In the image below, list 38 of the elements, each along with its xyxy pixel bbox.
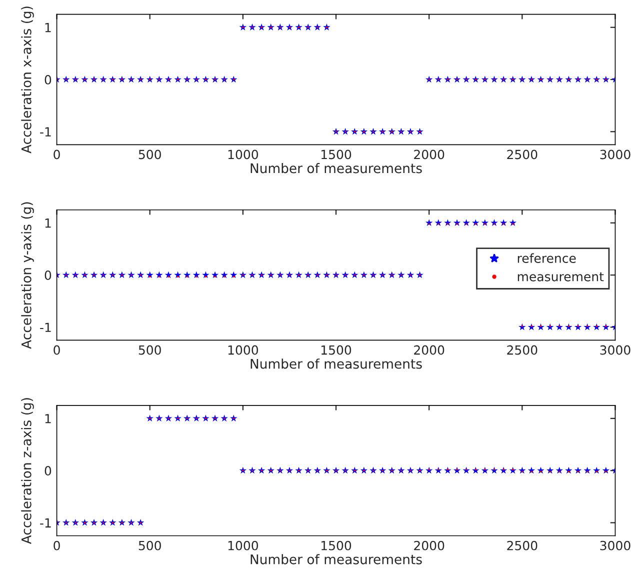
y-tick-label: 1 (45, 414, 51, 424)
y-axis-title: Acceleration y-axis (g) (21, 202, 34, 349)
x-tick-label: 500 (138, 345, 161, 355)
x-tick-label: 2500 (507, 150, 538, 160)
x-tick-label: 500 (138, 150, 161, 160)
y-tick-label: 0 (44, 74, 52, 84)
y-axis-title: Acceleration z-axis (g) (21, 398, 34, 544)
y-tick-label: -1 (40, 127, 51, 136)
x-tick-label: 1000 (228, 540, 258, 550)
x-tick-label: 0 (54, 150, 60, 160)
x-tick-label: 2500 (507, 345, 538, 355)
x-tick-label: 1500 (321, 540, 352, 550)
x-tick-label: 2000 (414, 345, 444, 355)
x-tick-label: 2000 (414, 540, 444, 550)
y-tick-label: 0 (44, 466, 52, 476)
y-tick-label: -1 (40, 518, 51, 528)
x-tick-label: 3000 (600, 540, 630, 550)
x-tick-label: 2500 (507, 540, 538, 550)
x-axis-title: Number of measurements (250, 554, 422, 564)
x-tick-label: 2000 (414, 150, 444, 160)
x-axis-title: Number of measurements (250, 163, 422, 174)
x-tick-label: 500 (138, 540, 161, 550)
y-tick-label: 0 (44, 270, 52, 280)
x-tick-label: 0 (54, 345, 60, 355)
x-tick-label: 3000 (600, 345, 630, 355)
y-tick-label: 1 (45, 218, 51, 228)
legend-label: measurement (518, 272, 604, 282)
x-tick-label: 1000 (228, 345, 258, 355)
x-tick-label: 1500 (321, 150, 352, 160)
x-axis-title: Number of measurements (250, 358, 422, 369)
x-tick-label: 1000 (228, 150, 258, 160)
x-tick-label: 1500 (321, 345, 352, 355)
y-tick-label: 1 (45, 22, 51, 32)
y-tick-label: -1 (40, 322, 51, 332)
x-tick-label: 0 (54, 540, 60, 550)
x-tick-label: 3000 (600, 150, 630, 160)
legend-label: reference (518, 253, 576, 263)
y-axis-title: Acceleration x-axis (g) (21, 6, 34, 154)
